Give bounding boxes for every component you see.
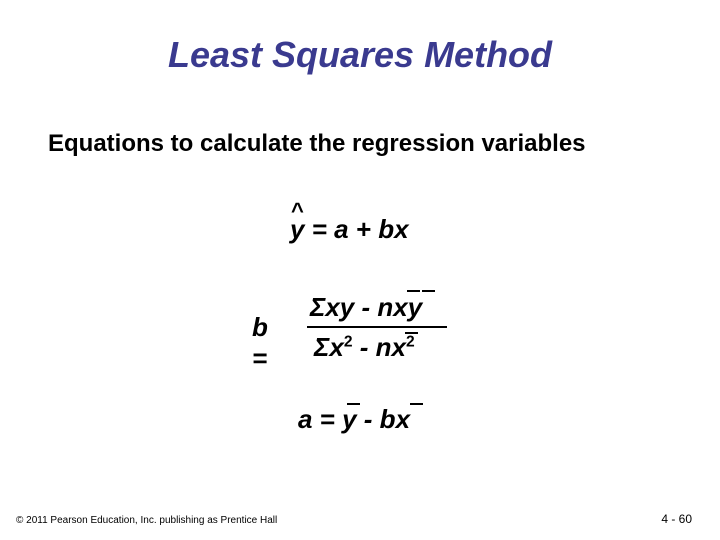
equation-a: a = y - bx [298, 404, 410, 435]
b-denominator: Σx2 - nx2 [314, 332, 415, 363]
a-ybar: y [342, 404, 356, 434]
a-xbar-bar [410, 403, 423, 405]
b-num-ybar: y [408, 292, 422, 322]
b-den-xbar: x [392, 332, 406, 362]
slide-title: Least Squares Method [0, 34, 720, 76]
footer-page-number: 4 - 60 [661, 512, 692, 526]
a-mid: - b [357, 404, 396, 434]
b-den-minus-n: - n [353, 332, 392, 362]
equation-yhat: ^ y = a + bx [290, 214, 409, 245]
b-den-sup1: 2 [344, 333, 353, 350]
b-numerator: Σxy - nxy [310, 292, 422, 323]
slide: Least Squares Method Equations to calcul… [0, 0, 720, 540]
a-xbar: x [396, 404, 410, 434]
b-den-xbar-bar [405, 332, 418, 334]
b-num-xbar-bar [407, 290, 420, 292]
b-den-sup2: 2 [406, 333, 415, 350]
a-lhs: a = [298, 404, 342, 434]
b-den-sigma-x: Σx [314, 332, 344, 362]
b-lhs: b = [252, 312, 268, 374]
b-fraction-line [307, 326, 447, 328]
b-num-sigma-xy: Σxy - n [310, 292, 393, 322]
a-ybar-bar [347, 403, 360, 405]
yhat-hat: ^ [291, 198, 304, 224]
b-num-xbar: x [393, 292, 407, 322]
slide-subtitle: Equations to calculate the regression va… [48, 130, 586, 158]
yhat-rhs: = a + bx [304, 214, 408, 244]
footer-copyright: © 2011 Pearson Education, Inc. publishin… [16, 515, 277, 526]
b-num-ybar-bar [422, 290, 435, 292]
